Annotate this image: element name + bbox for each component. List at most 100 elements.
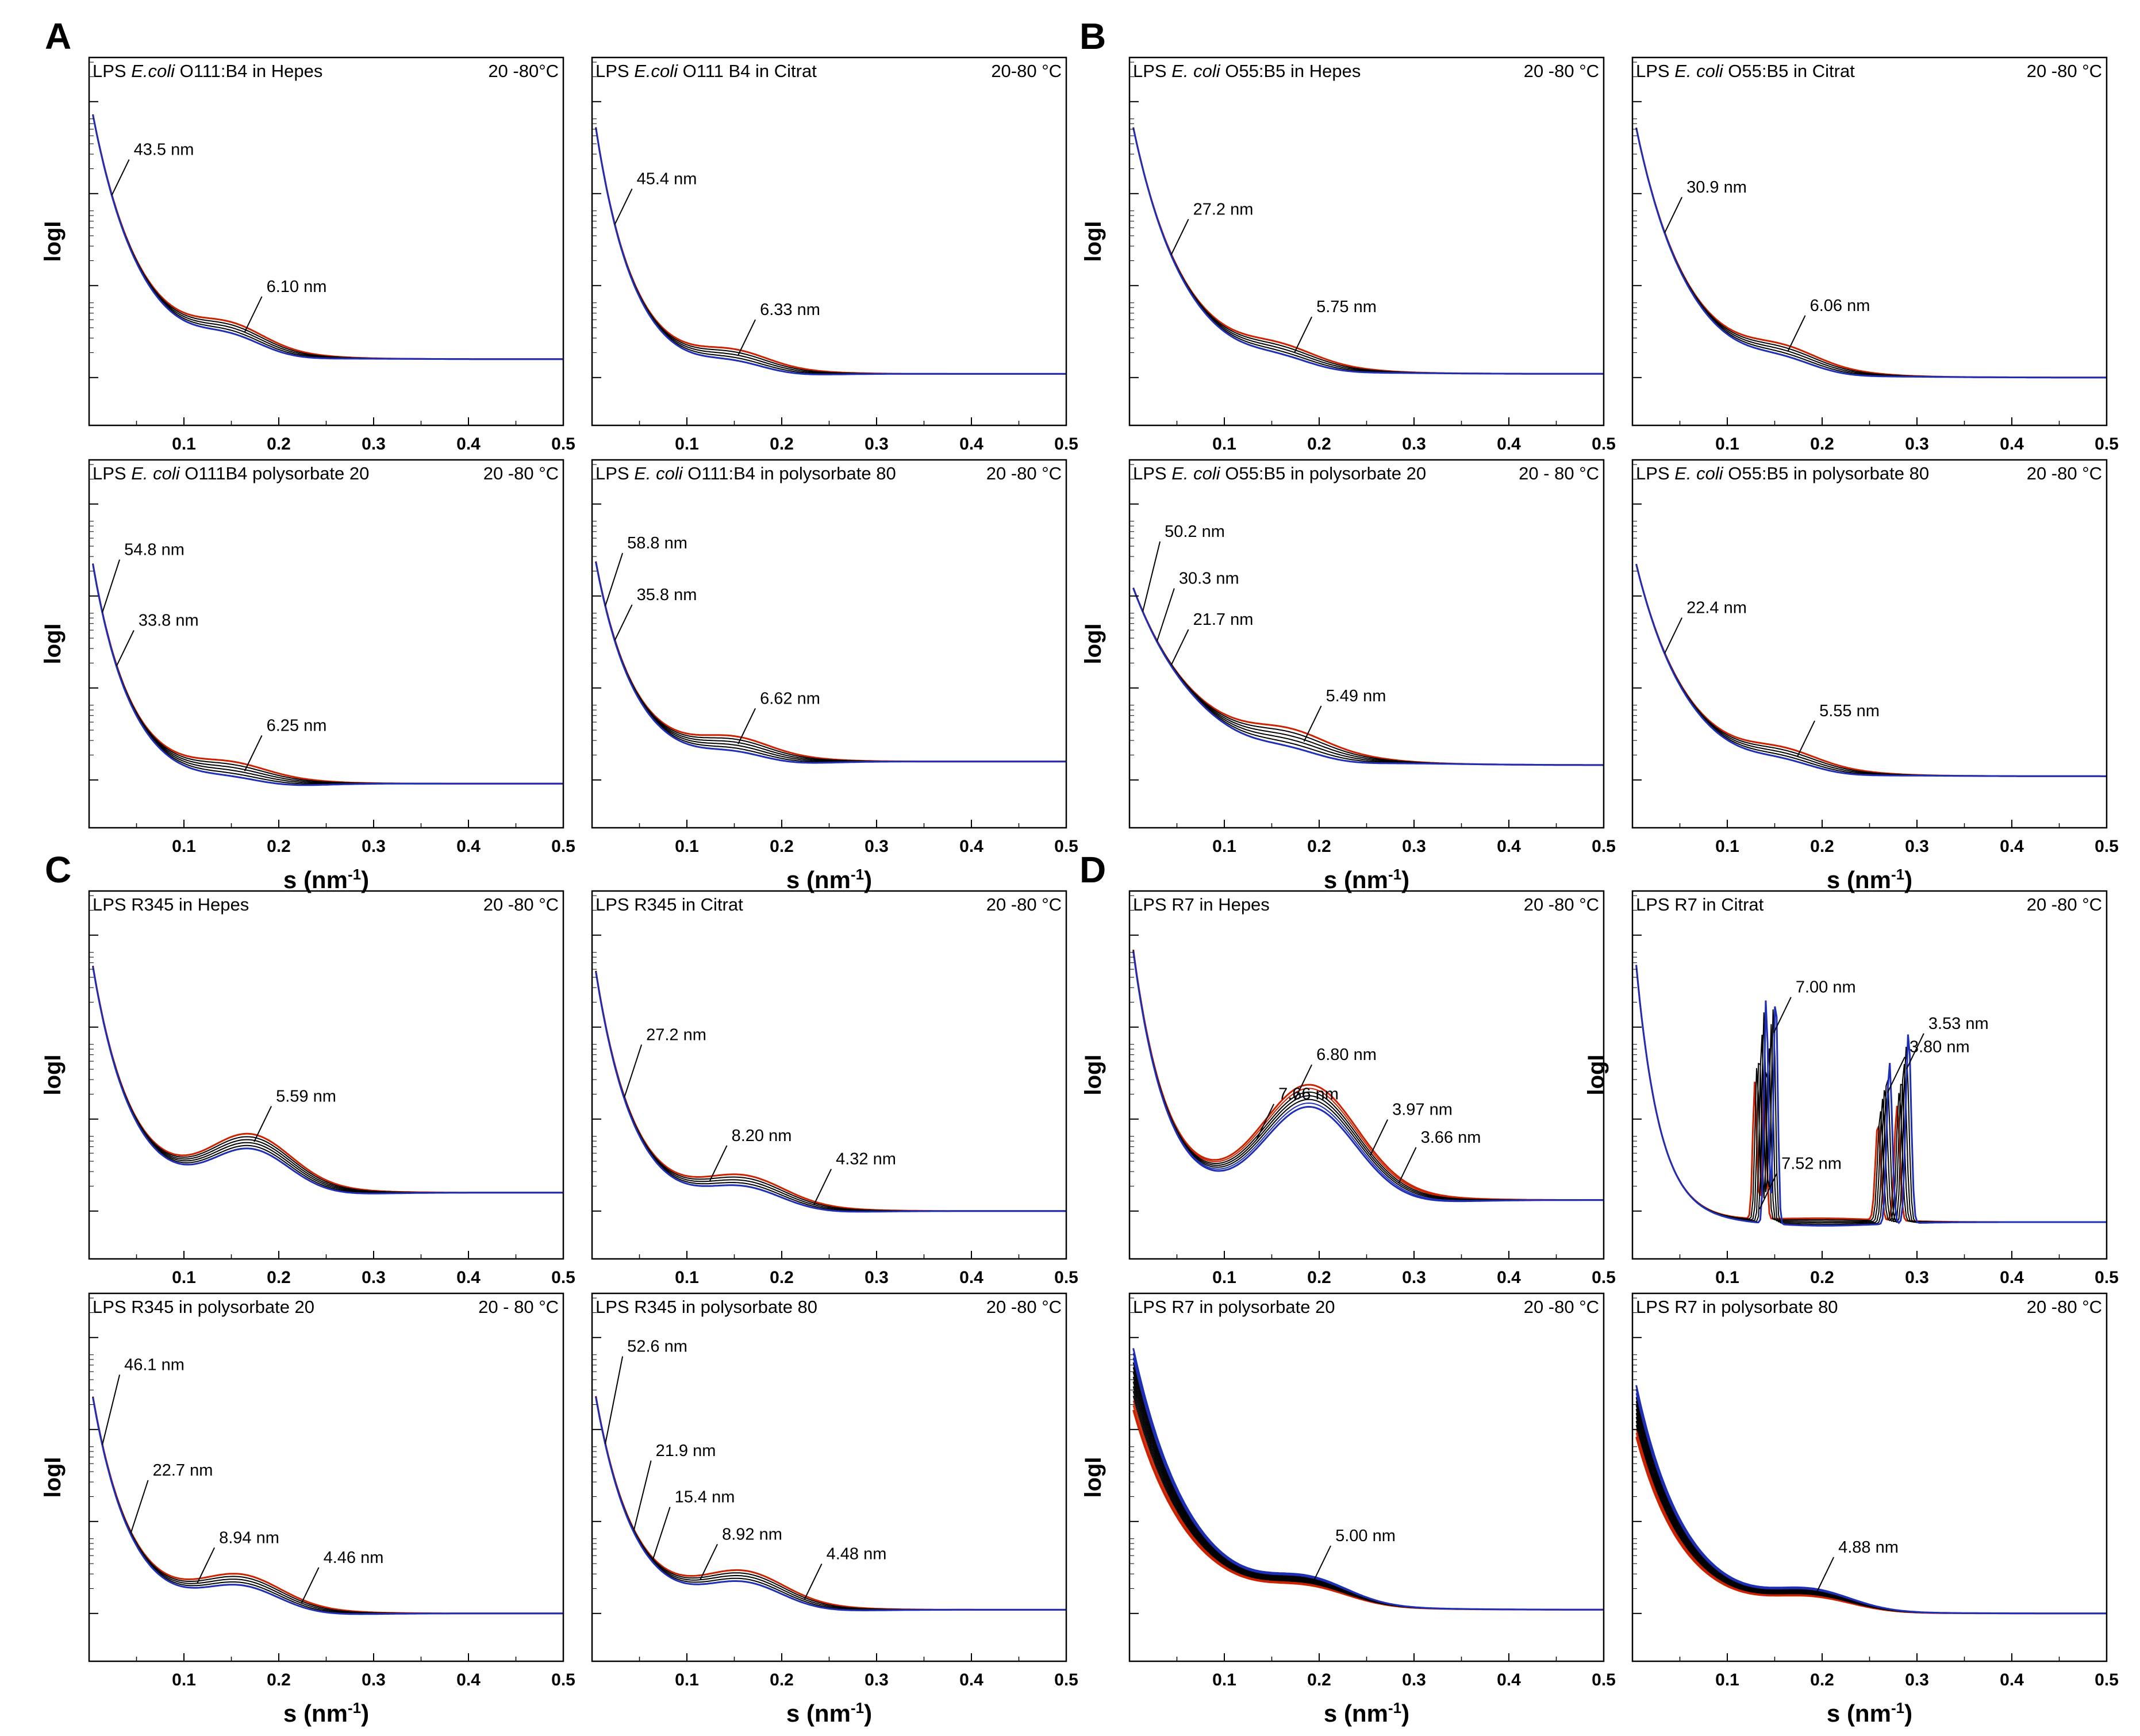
title-prefix: LPS bbox=[1636, 463, 1674, 483]
annotation-label: 52.6 nm bbox=[627, 1338, 687, 1356]
annotation-label: 5.55 nm bbox=[1819, 702, 1880, 720]
annotation-leader bbox=[1294, 316, 1313, 353]
annotation-leader bbox=[1664, 617, 1683, 654]
panel-letter-d: D bbox=[1079, 849, 1106, 890]
annotation-leader bbox=[102, 559, 121, 613]
series-line bbox=[1132, 1381, 1604, 1611]
x-axis-label-sup: -1 bbox=[851, 866, 864, 883]
annotation-leader bbox=[1787, 315, 1806, 352]
x-tick-label: 0.1 bbox=[1212, 1670, 1236, 1689]
series-line bbox=[1635, 564, 2107, 777]
subplot-title: LPS E. coli O111B4 polysorbate 20 bbox=[93, 463, 369, 483]
annotation-leader bbox=[102, 1374, 121, 1445]
annotation-label: 15.4 nm bbox=[675, 1488, 735, 1507]
title-prefix: LPS bbox=[1636, 61, 1674, 81]
series-line bbox=[1635, 1401, 2107, 1614]
x-tick-label: 0.5 bbox=[1054, 435, 1078, 454]
series-line bbox=[1132, 1348, 1604, 1611]
series-line bbox=[1132, 1367, 1604, 1611]
subplot-title: LPS R7 in Hepes bbox=[1133, 894, 1270, 915]
traces bbox=[1132, 1348, 1604, 1611]
temperature-label: 20 -80 °C bbox=[1524, 1297, 1599, 1317]
x-tick-label: 0.1 bbox=[1212, 837, 1236, 856]
traces bbox=[1635, 1385, 2107, 1615]
title-prefix: LPS R345 in polysorbate 20 bbox=[93, 1297, 314, 1317]
series-line bbox=[1635, 1405, 2107, 1614]
series-line bbox=[1132, 1376, 1604, 1611]
annotation-label: 6.33 nm bbox=[760, 301, 820, 319]
y-axis-label: logI bbox=[40, 221, 66, 262]
plot-frame bbox=[1128, 459, 1605, 829]
x-tick-label: 0.4 bbox=[959, 1268, 983, 1287]
x-axis-label-sup: -1 bbox=[1891, 1699, 1904, 1716]
x-tick-label: 0.1 bbox=[1715, 435, 1739, 454]
title-prefix: LPS R345 in Hepes bbox=[93, 894, 249, 915]
subplot-title: LPS E. coli O55:B5 in polysorbate 80 bbox=[1636, 463, 1929, 483]
x-tick-label: 0.3 bbox=[1402, 837, 1426, 856]
annotation-leader bbox=[614, 604, 633, 641]
title-italic: E. coli bbox=[634, 463, 683, 483]
x-tick-label: 0.1 bbox=[172, 435, 196, 454]
x-tick-label: 0.1 bbox=[675, 435, 699, 454]
x-axis-label: s (nm-1) bbox=[1324, 1699, 1409, 1727]
annotation-label: 4.48 nm bbox=[827, 1545, 887, 1563]
subplot-a3: 0.1 0.2 0.3 0.4 0.5 LPS E. coli O111B4 polyso… bbox=[40, 459, 575, 893]
x-axis-label: s (nm-1) bbox=[283, 1699, 369, 1727]
x-tick-label: 0.3 bbox=[865, 435, 889, 454]
panel-letter-c: C bbox=[45, 849, 71, 890]
traces bbox=[1132, 949, 1604, 1203]
traces bbox=[1635, 965, 2107, 1227]
plot-frame bbox=[88, 56, 564, 427]
x-tick-label: 0.4 bbox=[959, 1670, 983, 1689]
annotation-leader bbox=[1905, 1033, 1924, 1070]
x-tick-label: 0.2 bbox=[1307, 1268, 1331, 1287]
x-tick-label: 0.3 bbox=[1402, 1670, 1426, 1689]
x-tick-label: 0.3 bbox=[1905, 1268, 1929, 1287]
annotation-label: 3.80 nm bbox=[1910, 1038, 1970, 1057]
x-tick-label: 0.1 bbox=[1212, 435, 1236, 454]
series-line bbox=[1635, 127, 2107, 379]
x-tick-label: 0.5 bbox=[1054, 1268, 1078, 1287]
x-tick-label: 0.4 bbox=[456, 435, 481, 454]
annotation-label: 46.1 nm bbox=[124, 1356, 185, 1374]
series-line bbox=[595, 970, 1066, 1212]
series-line bbox=[1635, 1412, 2107, 1614]
traces bbox=[92, 563, 563, 786]
traces bbox=[595, 561, 1066, 764]
y-axis-label: logI bbox=[40, 1054, 66, 1095]
title-prefix: LPS R7 in polysorbate 20 bbox=[1133, 1297, 1335, 1317]
x-tick-label: 0.5 bbox=[551, 435, 575, 454]
series-line bbox=[1132, 127, 1604, 375]
x-tick-label: 0.2 bbox=[267, 1268, 291, 1287]
series-line bbox=[595, 971, 1066, 1212]
series-line bbox=[595, 971, 1066, 1212]
title-rest: O55:B5 in Citrat bbox=[1723, 61, 1855, 81]
annotation-leader bbox=[301, 1567, 320, 1604]
x-axis-label: s (nm-1) bbox=[1827, 866, 1912, 893]
x-tick-label: 0.5 bbox=[551, 1670, 575, 1689]
x-tick-label: 0.5 bbox=[1592, 837, 1616, 856]
x-axis-label-sup: -1 bbox=[348, 866, 361, 883]
annotation-label: 5.75 nm bbox=[1316, 298, 1377, 316]
annotation-label: 22.4 nm bbox=[1686, 599, 1747, 617]
series-line bbox=[1635, 1437, 2107, 1615]
annotation-leader bbox=[1887, 1057, 1905, 1093]
series-line bbox=[92, 564, 563, 786]
x-axis-label-main: s (nm bbox=[786, 866, 851, 893]
annotation-leader bbox=[624, 1044, 643, 1098]
x-tick-label: 0.5 bbox=[1054, 1670, 1078, 1689]
x-axis-label-main: s (nm bbox=[1827, 1700, 1891, 1727]
temperature-label: 20 - 80 °C bbox=[478, 1297, 559, 1317]
x-tick-label: 0.2 bbox=[1307, 837, 1331, 856]
x-axis-label: s (nm-1) bbox=[1827, 1699, 1912, 1727]
subplot-a2: 0.1 0.2 0.3 0.4 0.5 LPS E.coli O111 B4 in Cit… bbox=[591, 56, 1078, 454]
plot-frame bbox=[1128, 890, 1605, 1260]
annotation-leader bbox=[1170, 218, 1189, 255]
series-line bbox=[1132, 1400, 1604, 1611]
x-tick-label: 0.3 bbox=[1905, 1670, 1929, 1689]
x-tick-label: 0.4 bbox=[456, 837, 481, 856]
title-prefix: LPS R345 in polysorbate 80 bbox=[595, 1297, 817, 1317]
title-italic: E. coli bbox=[131, 463, 180, 483]
x-tick-label: 0.3 bbox=[362, 1670, 386, 1689]
x-tick-label: 0.2 bbox=[1810, 837, 1834, 856]
